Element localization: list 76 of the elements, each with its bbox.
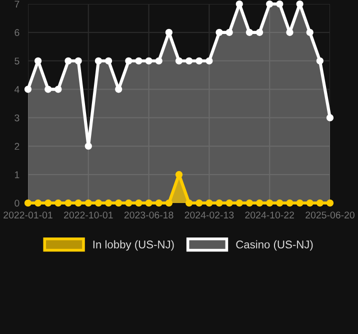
point (175, 57, 183, 64)
point (326, 199, 334, 207)
x-tick-label: 2022-01-01 (4, 212, 52, 218)
point (94, 199, 102, 207)
y-tick-label: 0 (14, 200, 20, 207)
point (155, 199, 162, 207)
point (216, 28, 223, 36)
point (34, 57, 42, 64)
point (226, 199, 233, 207)
point (135, 57, 142, 64)
point (165, 199, 172, 207)
point (286, 28, 294, 36)
point (186, 199, 193, 207)
point (316, 199, 324, 207)
point (125, 199, 132, 207)
y-tick-label: 7 (14, 0, 20, 8)
point (165, 28, 172, 36)
point (296, 199, 304, 207)
point (306, 28, 314, 36)
point (64, 57, 72, 64)
point (256, 28, 264, 36)
point (266, 199, 274, 207)
y-tick-label: 4 (14, 86, 20, 93)
point (206, 199, 213, 207)
point (54, 199, 62, 207)
x-tick-label: 2022-10-01 (64, 212, 113, 218)
point (206, 57, 213, 64)
point (286, 199, 294, 207)
point (246, 28, 254, 36)
point (326, 114, 334, 122)
point (125, 57, 132, 64)
point (276, 0, 284, 8)
legend-label: Casino (US-NJ) (236, 240, 313, 251)
point (115, 86, 122, 93)
point (44, 199, 52, 207)
point (44, 86, 52, 93)
point (186, 57, 193, 64)
y-tick-label: 1 (15, 171, 20, 178)
x-tick-label: 2023-06-18 (124, 212, 174, 218)
point (196, 199, 203, 207)
point (64, 199, 72, 207)
point (316, 57, 324, 64)
point (276, 199, 284, 207)
y-tick-label: 2 (14, 142, 20, 150)
point (155, 57, 162, 64)
point (145, 57, 152, 64)
y-tick-label: 6 (14, 29, 20, 36)
point (246, 199, 254, 207)
legend-label: In lobby (US-NJ) (93, 240, 174, 251)
point (104, 57, 112, 64)
point (84, 199, 92, 207)
y-tick-label: 5 (14, 58, 20, 64)
point (226, 28, 233, 36)
x-tick-label: 2024-10-22 (245, 212, 294, 218)
point (24, 199, 32, 207)
point (256, 199, 264, 207)
point (74, 199, 82, 207)
point (266, 0, 274, 8)
point (216, 199, 223, 207)
point (236, 199, 243, 207)
point (115, 199, 122, 207)
point (84, 142, 92, 150)
point (196, 57, 203, 64)
point (34, 199, 42, 207)
point (145, 199, 152, 207)
point (296, 0, 304, 8)
point (74, 57, 82, 64)
point (306, 199, 314, 207)
point (104, 199, 112, 207)
y-tick-label: 3 (14, 114, 20, 122)
point (54, 86, 62, 93)
point (135, 199, 142, 207)
x-tick-label: 2024-02-13 (184, 212, 234, 218)
point (24, 86, 32, 93)
point (94, 57, 102, 64)
x-tick-label: 2025-06-20 (306, 212, 354, 218)
